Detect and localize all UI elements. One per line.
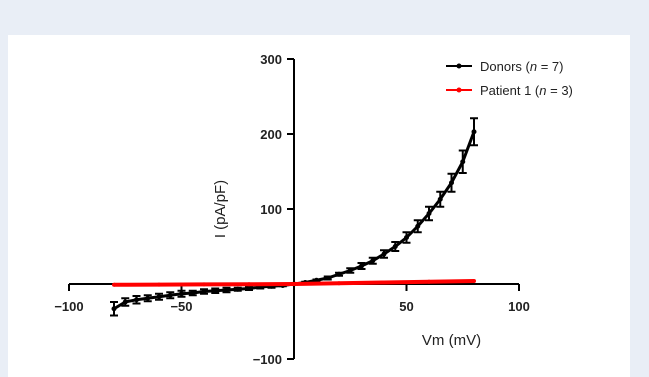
legend-swatch-marker [456, 87, 462, 93]
y-tick-label: 200 [260, 127, 282, 142]
y-tick-label: −100 [253, 352, 282, 367]
data-point [112, 282, 116, 287]
data-point [427, 279, 431, 284]
data-point [167, 292, 173, 298]
y-tick-label: 100 [260, 202, 282, 217]
data-point [359, 263, 364, 269]
x-tick-label: −100 [54, 299, 83, 314]
data-point [235, 286, 241, 292]
data-point [145, 295, 151, 301]
data-point [381, 251, 387, 257]
data-point [190, 290, 196, 296]
data-point [134, 297, 139, 303]
data-point [292, 282, 296, 286]
data-point [415, 223, 421, 229]
data-point [392, 244, 398, 249]
x-tick-label: 100 [508, 299, 530, 314]
data-point [122, 299, 128, 305]
data-point [111, 306, 117, 312]
data-point [156, 294, 162, 300]
data-point [224, 287, 229, 293]
x-tick-label: −50 [170, 299, 192, 314]
data-point [437, 196, 443, 202]
data-point [202, 282, 206, 287]
data-point [404, 235, 409, 240]
legend-entry-0: Donors (n = 7) [480, 59, 563, 74]
x-axis-label: Vm (mV) [422, 332, 481, 349]
y-axis-label: I (pA/pF) [212, 180, 229, 238]
data-point [382, 280, 386, 285]
data-point [325, 275, 331, 281]
data-point [347, 268, 353, 273]
data-point [449, 180, 454, 186]
data-point [426, 211, 432, 216]
data-point [212, 288, 218, 294]
iv-curve-chart: −100 −50 50 100 −100 100 200 300 Vm (mV) I (pA/pF… [54, 52, 573, 367]
data-point [336, 271, 342, 277]
figure-panel: −100 −50 50 100 −100 100 200 300 Vm (mV) I (pA/pF… [8, 35, 630, 377]
legend-swatch-marker [456, 63, 462, 69]
data-point [157, 282, 161, 287]
data-point [471, 129, 477, 135]
data-point [314, 277, 319, 283]
data-point [472, 279, 476, 283]
data-point [201, 289, 207, 294]
data-point [370, 258, 376, 264]
y-tick-label: 300 [260, 52, 282, 67]
legend-entry-1: Patient 1 (n = 3) [480, 83, 573, 98]
x-tick-label: 50 [399, 299, 413, 314]
data-point [247, 282, 251, 287]
data-point [460, 159, 466, 165]
data-point [179, 291, 184, 297]
data-point [337, 281, 341, 286]
data-point [246, 286, 252, 291]
